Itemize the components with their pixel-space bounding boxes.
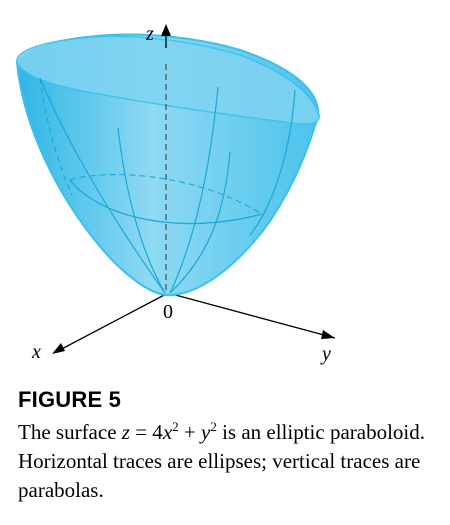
x-axis-label: x — [31, 341, 41, 363]
paraboloid-rim-inner — [16, 35, 320, 126]
origin-label: 0 — [163, 301, 173, 323]
eq-exponent-2: 2 — [210, 419, 217, 434]
horizontal-traces — [69, 179, 263, 225]
y-axis-arrow — [321, 330, 335, 339]
eq-equals: = 4 — [129, 420, 163, 444]
z-axis-arrow — [161, 24, 171, 36]
paraboloid-figure: z x y 0 — [15, 23, 336, 365]
figure-caption-text: The surface z = 4x2 + y2 is an elliptic … — [18, 418, 444, 505]
x-axis-arrow — [52, 343, 65, 354]
figure-title: FIGURE 5 — [18, 387, 122, 412]
eq-exponent-1: 2 — [172, 419, 179, 434]
y-axis — [167, 292, 336, 339]
eq-var-z: z — [121, 420, 130, 444]
eq-var-x: x — [162, 420, 173, 444]
figure-caption: FIGURE 5 The surface z = 4x2 + y2 is an … — [18, 386, 444, 505]
z-axis-label: z — [145, 23, 154, 45]
x-axis — [55, 292, 169, 353]
vertical-traces — [39, 77, 296, 294]
eq-var-y: y — [200, 420, 211, 444]
eq-plus: + — [178, 420, 201, 444]
y-axis-label: y — [320, 343, 331, 365]
caption-text-post: is an elliptic paraboloid. Horizontal tr… — [18, 420, 426, 502]
caption-text-pre: The surface — [18, 420, 122, 444]
hidden-vertical-traces — [39, 77, 73, 196]
hidden-horizontal-traces — [69, 174, 263, 215]
